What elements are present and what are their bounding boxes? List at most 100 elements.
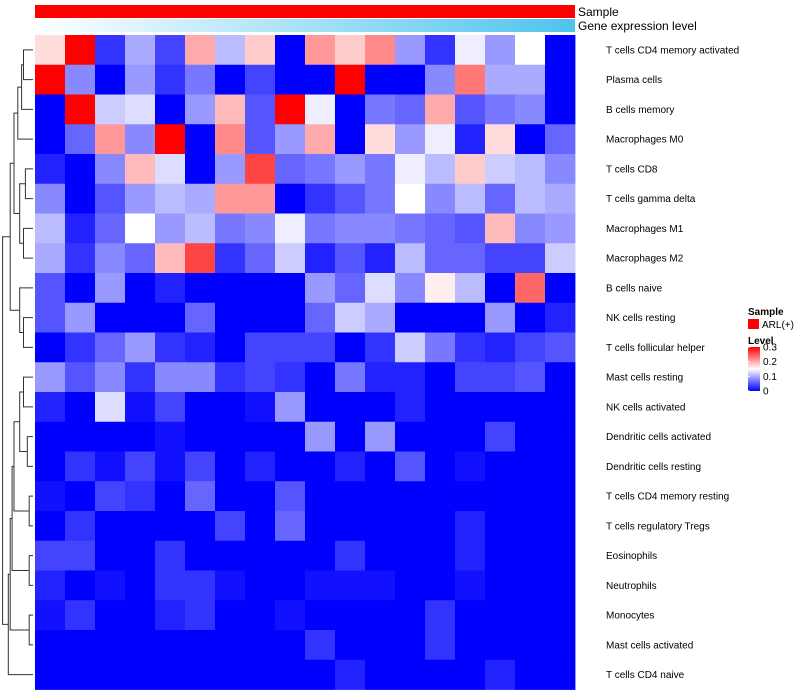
- heatmap-cell: [185, 154, 216, 185]
- heatmap-cell: [395, 540, 426, 571]
- heatmap-cell: [35, 511, 66, 542]
- heatmap-cell: [455, 540, 486, 571]
- heatmap-cell: [365, 570, 396, 601]
- heatmap-cell: [95, 362, 126, 393]
- heatmap-cell: [305, 302, 336, 333]
- heatmap-cell: [395, 273, 426, 304]
- heatmap-cell: [275, 302, 306, 333]
- heatmap-cell: [35, 213, 66, 244]
- heatmap-cell: [425, 124, 456, 155]
- heatmap-cell: [185, 659, 216, 690]
- heatmap-cell: [305, 540, 336, 571]
- heatmap-cell: [155, 451, 186, 482]
- heatmap-cell: [515, 332, 546, 363]
- heatmap-cell: [95, 511, 126, 542]
- row-label: B cells memory: [606, 105, 674, 116]
- row-labels: T cells CD4 memory activated Plasma cells…: [606, 45, 739, 681]
- heatmap-cell: [35, 273, 66, 304]
- heatmap-cell: [455, 213, 486, 244]
- row-label: T cells gamma delta: [606, 194, 696, 205]
- heatmap-cell: [305, 421, 336, 452]
- heatmap-cell: [485, 511, 516, 542]
- heatmap-cell: [155, 213, 186, 244]
- heatmap-cell: [365, 213, 396, 244]
- heatmap-cell: [245, 302, 276, 333]
- heatmap-cell: [125, 35, 156, 66]
- heatmap-cell: [365, 362, 396, 393]
- dendrogram-branch: [23, 376, 33, 408]
- legend-sample-title: Sample: [748, 307, 784, 318]
- heatmap-cell: [335, 273, 366, 304]
- row-label: NK cells resting: [606, 313, 675, 324]
- heatmap-cell: [215, 302, 246, 333]
- heatmap-cell: [455, 451, 486, 482]
- heatmap-cell: [335, 600, 366, 631]
- heatmap-cell: [305, 154, 336, 185]
- heatmap-cell: [455, 154, 486, 185]
- row-label: Monocytes: [606, 611, 654, 622]
- heatmap-cell: [545, 183, 576, 214]
- heatmap-cell: [455, 35, 486, 66]
- heatmap-cell: [245, 392, 276, 423]
- heatmap-cell: [185, 451, 216, 482]
- heatmap-cell: [215, 511, 246, 542]
- heatmap-cell: [545, 570, 576, 601]
- heatmap-cell: [275, 154, 306, 185]
- legend-tick-label: 0: [763, 387, 769, 398]
- heatmap-cell: [125, 332, 156, 363]
- heatmap-cell: [425, 600, 456, 631]
- heatmap-cell: [305, 481, 336, 512]
- heatmap-cell: [125, 481, 156, 512]
- heatmap-cell: [185, 302, 216, 333]
- heatmap-cell: [65, 659, 96, 690]
- heatmap-cell: [365, 392, 396, 423]
- heatmap-cell: [155, 659, 186, 690]
- heatmap-cell: [485, 362, 516, 393]
- legend-sample-item: ARL(+): [762, 320, 794, 331]
- heatmap-cell: [155, 64, 186, 95]
- heatmap-cell: [545, 481, 576, 512]
- heatmap-cell: [95, 273, 126, 304]
- heatmap-cell: [515, 481, 546, 512]
- heatmap-cell: [155, 273, 186, 304]
- heatmap-cell: [185, 213, 216, 244]
- heatmap-cell: [365, 511, 396, 542]
- heatmap-cell: [305, 451, 336, 482]
- heatmap-cell: [395, 213, 426, 244]
- dendrogram-branch: [23, 317, 33, 348]
- heatmap-cell: [155, 124, 186, 155]
- heatmap-cell: [185, 94, 216, 125]
- heatmap-cell: [485, 451, 516, 482]
- heatmap-cell: [215, 154, 246, 185]
- heatmap-cell: [365, 659, 396, 690]
- heatmap-cell: [215, 600, 246, 631]
- heatmap-cell: [185, 511, 216, 542]
- heatmap-cell: [65, 183, 96, 214]
- heatmap-cell: [155, 511, 186, 542]
- heatmap-cell: [515, 362, 546, 393]
- heatmap-cell: [245, 124, 276, 155]
- heatmap-cell: [335, 570, 366, 601]
- heatmap-cell: [395, 94, 426, 125]
- heatmap-cell: [305, 213, 336, 244]
- heatmap-cell: [245, 511, 276, 542]
- row-label: T cells CD4 naive: [606, 670, 685, 681]
- heatmap-cell: [95, 570, 126, 601]
- heatmap-cell: [485, 392, 516, 423]
- heatmap-cell: [395, 421, 426, 452]
- heatmap-cell: [95, 243, 126, 274]
- heatmap-cell: [215, 213, 246, 244]
- heatmap-cell: [65, 273, 96, 304]
- heatmap-cell: [125, 630, 156, 661]
- heatmap-cell: [425, 35, 456, 66]
- heatmap-cell: [185, 64, 216, 95]
- dendrogram-branch: [13, 112, 20, 214]
- row-label: T cells CD8: [606, 164, 658, 175]
- heatmap-cell: [485, 183, 516, 214]
- heatmap-cell: [125, 154, 156, 185]
- heatmap-cell: [365, 94, 396, 125]
- heatmap-cell: [485, 570, 516, 601]
- expression-annotation-label: Gene expression level: [578, 19, 697, 33]
